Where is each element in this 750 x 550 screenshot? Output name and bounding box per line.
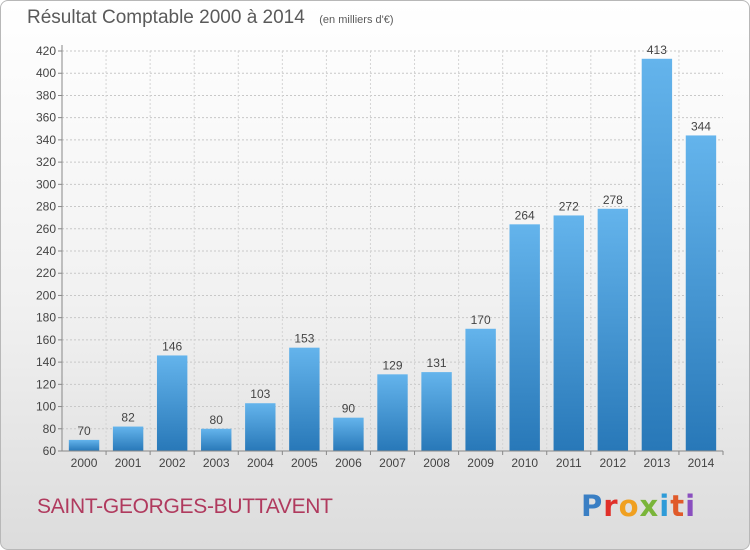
commune-name: SAINT-GEORGES-BUTTAVENT: [37, 495, 333, 518]
data-label: 90: [342, 402, 356, 416]
bar-2000: [68, 439, 100, 451]
bar-2009: [465, 328, 496, 451]
y-tick-label: 220: [36, 266, 56, 280]
x-tick-label: 2002: [159, 456, 186, 470]
proxiti-logo: Proxiti: [581, 489, 697, 523]
data-label: 264: [515, 208, 535, 222]
data-label: 344: [691, 119, 711, 133]
x-tick-label: 2011: [556, 456, 582, 470]
y-tick-label: 120: [36, 377, 56, 391]
bar-layer: 70 82 146 80 103 153 90 129 131 170 264 272 278 413 34…: [68, 43, 717, 452]
data-label: 129: [382, 358, 402, 372]
x-tick-label: 2007: [379, 456, 406, 470]
data-label: 272: [559, 199, 579, 213]
chart-title: Résultat Comptable 2000 à 2014: [27, 7, 305, 28]
axis-layer: 60 80 100 120 140 160 180 200 220 240 260 280 300 320…: [36, 44, 724, 470]
y-tick-label: 180: [36, 311, 56, 325]
x-tick-label: 2006: [335, 456, 362, 470]
y-tick-label: 60: [43, 444, 57, 458]
y-tick-label: 100: [36, 400, 56, 414]
data-label: 153: [294, 332, 314, 346]
x-tick-label: 2003: [203, 456, 230, 470]
x-tick-label: 2000: [71, 456, 98, 470]
grid-layer: [62, 50, 723, 452]
bar-2008: [421, 372, 452, 451]
bar-2010: [509, 224, 540, 451]
data-label: 80: [210, 413, 224, 427]
data-label: 146: [162, 339, 182, 353]
data-label: 131: [427, 356, 447, 370]
bar-2007: [377, 374, 408, 451]
bar-2011: [553, 215, 584, 451]
y-tick-label: 260: [36, 222, 56, 236]
x-tick-label: 2010: [511, 456, 538, 470]
bar-2013: [641, 58, 673, 452]
y-tick-label: 240: [36, 244, 56, 258]
y-tick-label: 420: [36, 44, 56, 58]
data-label: 278: [603, 193, 623, 207]
y-tick-label: 360: [36, 111, 56, 125]
y-tick-label: 200: [36, 288, 56, 302]
y-tick-label: 400: [36, 66, 56, 80]
x-tick-label: 2005: [291, 456, 318, 470]
title-row: Résultat Comptable 2000 à 2014 (en milli…: [27, 7, 394, 29]
bar-2002: [156, 355, 188, 451]
bar-2012: [597, 208, 629, 451]
x-tick-label: 2013: [644, 456, 671, 470]
data-label: 70: [77, 424, 91, 438]
bar-2014: [685, 135, 717, 451]
y-tick-label: 160: [36, 333, 56, 347]
data-label: 413: [647, 43, 667, 57]
y-tick-label: 320: [36, 155, 56, 169]
bar-2004: [245, 403, 276, 451]
data-label: 170: [471, 313, 491, 327]
chart-subtitle: (en milliers d'€): [319, 14, 394, 26]
bar-2001: [112, 426, 144, 451]
x-tick-label: 2012: [599, 456, 626, 470]
bar-2005: [289, 347, 320, 451]
y-tick-label: 340: [36, 133, 56, 147]
y-tick-label: 380: [36, 88, 56, 102]
y-tick-label: 140: [36, 355, 56, 369]
bar-2006: [333, 417, 364, 451]
data-label: 82: [121, 411, 135, 425]
y-tick-label: 300: [36, 177, 56, 191]
x-tick-label: 2008: [423, 456, 450, 470]
y-tick-label: 280: [36, 200, 56, 214]
x-tick-label: 2014: [688, 456, 715, 470]
x-tick-label: 2004: [247, 456, 274, 470]
x-tick-label: 2001: [115, 456, 142, 470]
y-tick-label: 80: [43, 422, 57, 436]
x-tick-label: 2009: [467, 456, 494, 470]
data-label: 103: [250, 387, 270, 401]
bar-2003: [201, 428, 232, 451]
